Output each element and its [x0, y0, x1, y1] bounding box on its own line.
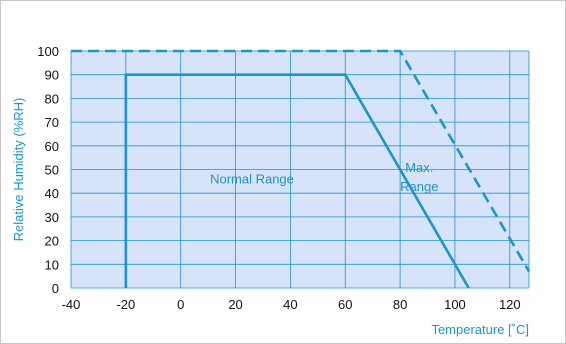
series-line-solid: [124, 73, 470, 289]
x-axis-title: Temperature [˚C]: [431, 322, 529, 337]
y-tick-label: 30: [45, 210, 59, 225]
x-tick-label: 120: [499, 297, 521, 312]
y-tick-label: 20: [45, 234, 59, 249]
annotation-label: Max.: [405, 160, 433, 175]
y-tick-label: 90: [45, 68, 59, 83]
x-tick-label: 80: [393, 297, 407, 312]
y-tick-label: 50: [45, 163, 59, 178]
x-tick-label: 40: [283, 297, 297, 312]
y-axis-title: Relative Humidity (%RH): [11, 98, 26, 242]
series-lines: [71, 49, 531, 289]
x-tick-label: 0: [177, 297, 184, 312]
series-line-dashed: [71, 49, 531, 273]
x-tick-label: -40: [62, 297, 81, 312]
y-tick-label: 60: [45, 139, 59, 154]
y-tick-label: 70: [45, 115, 59, 130]
annotation-label: Range: [400, 179, 438, 194]
y-tick-label: 100: [37, 44, 59, 59]
x-tick-label: 100: [444, 297, 466, 312]
x-tick-label: 20: [228, 297, 242, 312]
annotations: Normal Range Max. Range: [210, 160, 438, 194]
y-tick-label: 80: [45, 91, 59, 106]
tick-labels: -40 -20 0 20 40 60 80 100 120 0 10 20 30 40 50 60 70 80 90…: [37, 44, 520, 312]
x-tick-label: -20: [116, 297, 135, 312]
y-tick-label: 0: [52, 281, 59, 296]
y-tick-label: 10: [45, 257, 59, 272]
x-tick-label: 60: [338, 297, 352, 312]
y-tick-label: 40: [45, 186, 59, 201]
annotation-label: Normal Range: [210, 172, 294, 187]
grid-lines: [70, 50, 530, 289]
